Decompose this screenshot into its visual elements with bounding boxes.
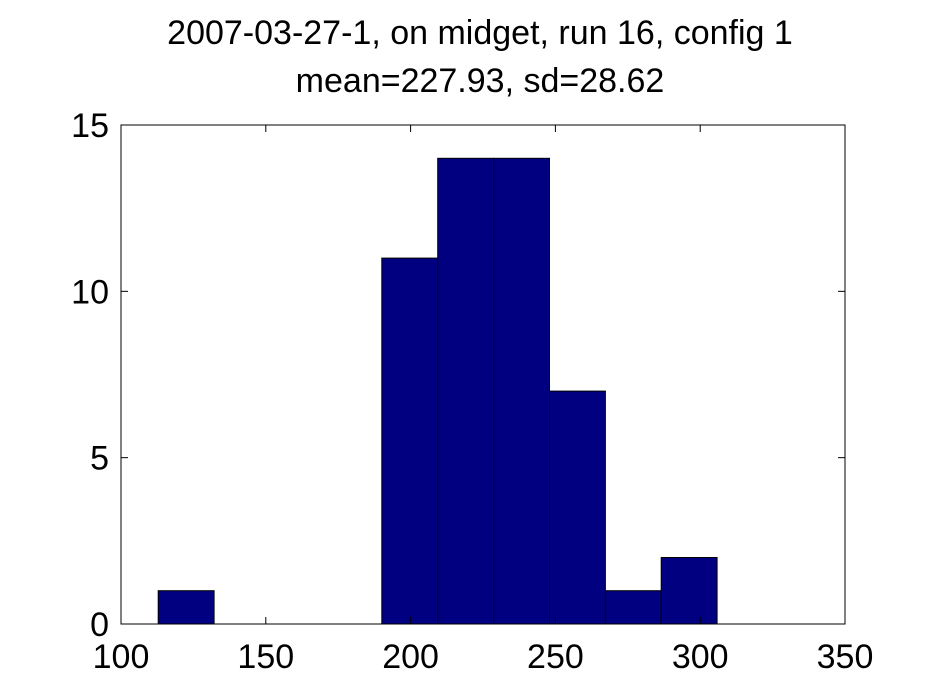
histogram-bar-8 — [604, 590, 662, 625]
x-tick-label: 100 — [93, 638, 150, 676]
histogram-bar-7 — [549, 390, 606, 625]
histogram-bar-4 — [381, 257, 439, 625]
x-tick-label: 200 — [382, 638, 439, 676]
y-tick-label: 10 — [71, 273, 109, 311]
bars-layer — [157, 157, 718, 625]
chart-title: 2007-03-27-1, on midget, run 16, config … — [167, 14, 793, 52]
x-tick-label: 350 — [817, 638, 874, 676]
ticks-layer: 100 150 200 250 300 350 0 5 10 15 — [71, 107, 873, 676]
chart-subtitle: mean=227.93, sd=28.62 — [296, 62, 665, 100]
histogram-bar-0 — [157, 590, 215, 625]
y-tick-label: 0 — [90, 606, 109, 644]
x-tick-label: 300 — [672, 638, 729, 676]
plot-area-frame — [120, 124, 846, 625]
histogram-bar-9 — [660, 557, 718, 625]
histogram-bar-5 — [437, 157, 495, 625]
x-tick-label: 250 — [527, 638, 584, 676]
x-tick-label: 150 — [237, 638, 294, 676]
y-tick-label: 5 — [90, 440, 109, 478]
histogram-bar-6 — [493, 157, 551, 625]
y-tick-label: 15 — [71, 107, 109, 145]
